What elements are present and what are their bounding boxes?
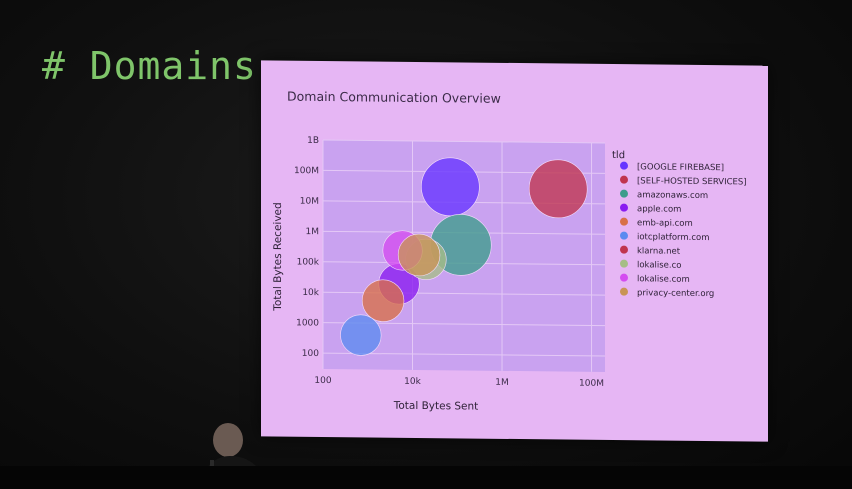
bubble-point (340, 314, 382, 356)
legend-label: amazonaws.com (637, 190, 708, 201)
bubble-point (528, 159, 588, 219)
x-tick-label: 1M (495, 378, 508, 388)
legend-label: [GOOGLE FIREBASE] (637, 162, 724, 173)
legend-label: klarna.net (637, 246, 681, 256)
legend: [GOOGLE FIREBASE] [SELF-HOSTED SERVICES] a… (620, 161, 747, 299)
legend-label: lokalise.com (637, 274, 690, 285)
legend-marker (620, 203, 628, 212)
legend-label: iotcplatform.com (637, 232, 710, 243)
y-tick-label: 10M (300, 197, 319, 207)
legend-marker (620, 217, 628, 226)
y-tick-label: 1000 (296, 318, 319, 328)
legend-marker (620, 259, 628, 268)
x-tick-label: 10k (404, 377, 421, 387)
stage-floor (0, 466, 852, 489)
legend-marker (620, 231, 628, 240)
y-tick-label: 10k (302, 288, 319, 298)
y-tick-label: 100k (297, 257, 320, 267)
y-axis-label: Total Bytes Received (272, 202, 284, 312)
y-tick-label: 100M (294, 166, 319, 176)
bubble-chart: Domain Communication Overview 100 10k 1M 10… (272, 89, 747, 413)
projected-slide: Domain Communication Overview 100 10k 1M 10… (261, 60, 768, 442)
bubble-point (397, 233, 441, 277)
axis-ticks: 100 10k 1M 100M 100 1000 10k 100k 1M 10M 100M 1B (294, 136, 604, 389)
bubbles (340, 157, 588, 356)
legend-marker (620, 161, 628, 170)
chart-title: Domain Communication Overview (287, 89, 501, 106)
x-tick-label: 100M (579, 379, 604, 389)
legend-label: privacy-center.org (637, 288, 714, 299)
y-tick-label: 100 (302, 349, 319, 359)
legend-label: [SELF-HOSTED SERVICES] (637, 176, 747, 187)
legend-marker (620, 273, 628, 282)
x-tick-label: 100 (314, 376, 331, 386)
bubble-point (421, 157, 480, 217)
x-axis-label: Total Bytes Sent (393, 400, 479, 413)
legend-marker (620, 287, 628, 296)
legend-label: apple.com (637, 204, 681, 214)
legend-label: lokalise.co (637, 260, 682, 270)
legend-marker (620, 245, 628, 254)
bubble-point (361, 279, 405, 322)
y-tick-label: 1B (307, 136, 319, 146)
slide-heading: # Domains (42, 44, 257, 88)
legend-marker (620, 175, 628, 184)
legend-label: emb-api.com (637, 218, 693, 229)
y-tick-label: 1M (306, 227, 319, 237)
y-grid-line (323, 139, 605, 144)
legend-title: tld (612, 150, 625, 161)
legend-marker (620, 189, 628, 198)
